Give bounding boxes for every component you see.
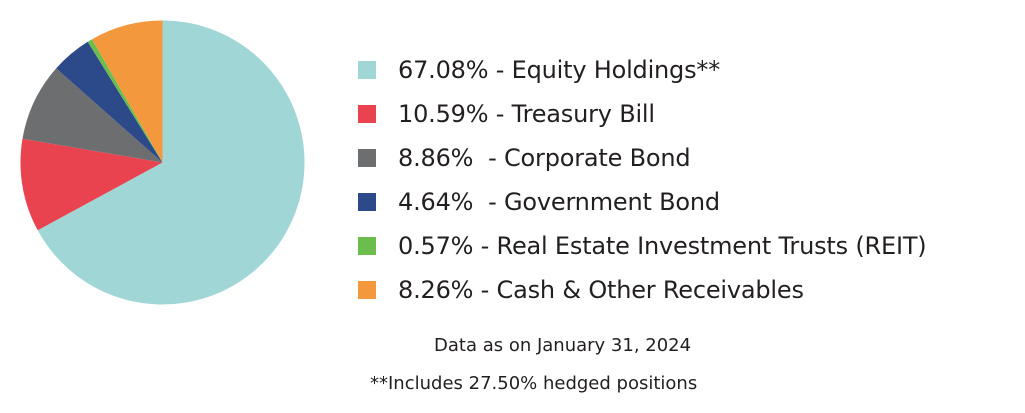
legend-item-government-bond: 4.64% - Government Bond bbox=[358, 180, 926, 224]
legend-item-corporate-bond: 8.86% - Corporate Bond bbox=[358, 136, 926, 180]
legend-swatch-equity-holdings bbox=[358, 61, 376, 79]
legend-swatch-cash-receivables bbox=[358, 281, 376, 299]
legend-swatch-government-bond bbox=[358, 193, 376, 211]
legend-label-cash-receivables: 8.26% - Cash & Other Receivables bbox=[398, 276, 804, 304]
legend-label-reit: 0.57% - Real Estate Investment Trusts (R… bbox=[398, 232, 927, 260]
pie-slice-treasury-bill bbox=[20, 138, 163, 231]
data-date-note: Data as on January 31, 2024 bbox=[434, 335, 692, 356]
legend-label-government-bond: 4.64% - Government Bond bbox=[398, 188, 720, 216]
pie-slice-equity-holdings bbox=[37, 20, 305, 305]
legend-label-corporate-bond: 8.86% - Corporate Bond bbox=[398, 144, 691, 172]
hedged-positions-note: **Includes 27.50% hedged positions bbox=[370, 373, 698, 394]
legend-item-reit: 0.57% - Real Estate Investment Trusts (R… bbox=[358, 224, 927, 268]
pie-slice-reit bbox=[87, 39, 163, 163]
pie-slice-cash-receivables bbox=[92, 20, 163, 163]
pie-slice-government-bond bbox=[56, 41, 163, 163]
pie-chart bbox=[20, 20, 305, 305]
legend-swatch-treasury-bill bbox=[358, 105, 376, 123]
legend-item-treasury-bill: 10.59% - Treasury Bill bbox=[358, 92, 926, 136]
pie-slice-corporate-bond bbox=[22, 68, 163, 163]
legend-item-equity-holdings: 67.08% - Equity Holdings** bbox=[358, 48, 926, 92]
legend-label-equity-holdings: 67.08% - Equity Holdings** bbox=[398, 56, 720, 84]
legend-item-cash-receivables: 8.26% - Cash & Other Receivables bbox=[358, 268, 926, 312]
legend-label-treasury-bill: 10.59% - Treasury Bill bbox=[398, 100, 655, 128]
legend-swatch-corporate-bond bbox=[358, 149, 376, 167]
legend-swatch-reit bbox=[358, 237, 376, 255]
legend: 67.08% - Equity Holdings** 10.59% - Trea… bbox=[358, 48, 927, 312]
